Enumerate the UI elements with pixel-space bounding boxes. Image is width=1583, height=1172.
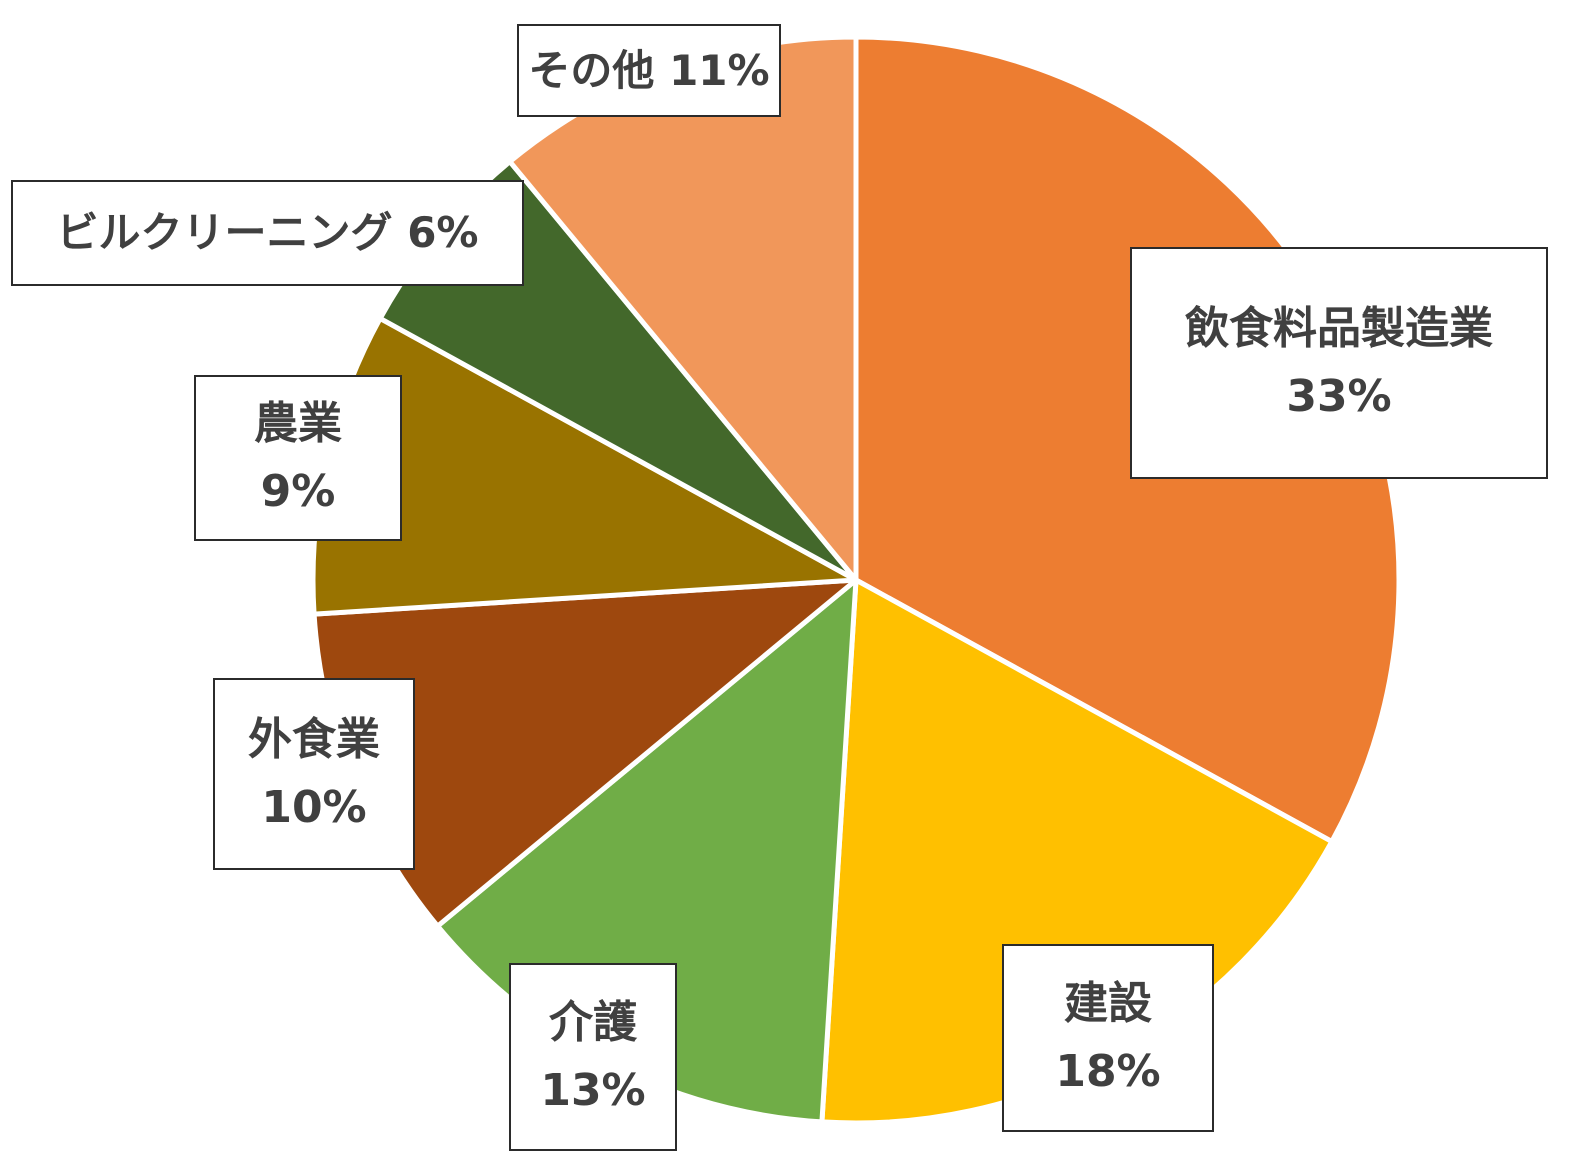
data-label-food-manufacturing: 飲食料品製造業 33% xyxy=(1130,247,1548,479)
label-percent: 11% xyxy=(669,45,770,95)
label-name: 飲食料品製造業 xyxy=(1185,302,1493,354)
data-label-building-cleaning: ビルクリーニング 6% xyxy=(11,180,524,286)
label-percent: 9% xyxy=(260,466,336,517)
data-label-nursing-care: 介護 13% xyxy=(509,963,677,1151)
label-percent: 6% xyxy=(407,208,479,258)
label-name: 外食業 xyxy=(248,713,380,765)
label-name: 建設 xyxy=(1064,977,1152,1029)
data-label-other: その他 11% xyxy=(517,24,781,117)
data-label-food-service: 外食業 10% xyxy=(213,678,415,870)
label-name: 介護 xyxy=(549,996,637,1048)
data-label-construction: 建設 18% xyxy=(1002,944,1214,1132)
label-percent: 10% xyxy=(261,782,367,833)
label-percent: 18% xyxy=(1055,1046,1161,1097)
label-name: その他 xyxy=(528,45,655,95)
label-name: 農業 xyxy=(254,397,342,449)
label-percent: 13% xyxy=(540,1065,646,1116)
label-percent: 33% xyxy=(1286,371,1392,422)
label-name: ビルクリーニング xyxy=(56,208,393,258)
data-label-agriculture: 農業 9% xyxy=(194,375,402,541)
